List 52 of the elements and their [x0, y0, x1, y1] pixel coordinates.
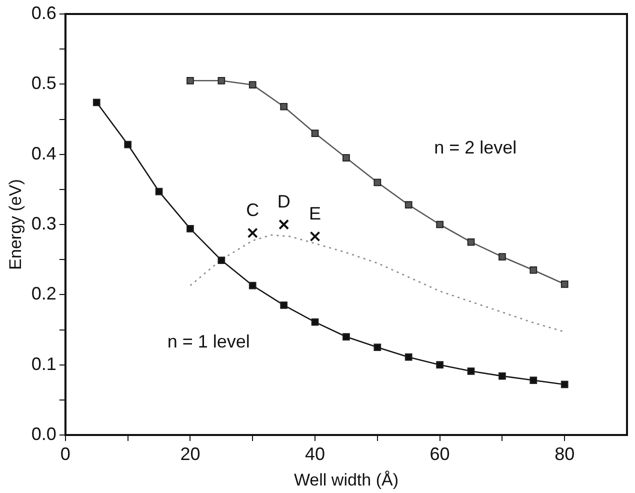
point	[530, 266, 538, 274]
point	[560, 380, 568, 388]
point	[280, 102, 288, 110]
point	[92, 98, 100, 106]
x-tick-label: 80	[554, 444, 575, 464]
annotation: D	[277, 191, 290, 212]
text: 0.0	[31, 424, 56, 444]
point	[248, 282, 256, 290]
point	[248, 81, 256, 89]
point	[374, 344, 382, 351]
point	[186, 76, 194, 84]
annotation: C	[246, 200, 260, 220]
point	[278, 219, 290, 230]
annotation: n = 2 level	[434, 138, 517, 158]
point	[498, 372, 506, 380]
point	[310, 231, 320, 242]
point	[436, 361, 444, 369]
point	[186, 225, 194, 232]
y-tick-label: 0.5	[31, 73, 56, 94]
y-axis-title: Energy (eV)	[6, 179, 25, 270]
y-tick-label: 0.2	[31, 284, 56, 304]
point	[218, 256, 226, 264]
point	[342, 154, 350, 162]
x-tick-label: 40	[304, 444, 326, 464]
point	[530, 376, 538, 384]
point	[404, 201, 412, 209]
point	[436, 220, 444, 228]
point	[155, 188, 163, 196]
x-axis-title: Well width (Å)	[294, 470, 398, 490]
x-tick-label: 60	[430, 444, 450, 464]
point	[311, 130, 319, 137]
y-tick-label: 0.3	[31, 213, 56, 234]
point	[498, 253, 506, 260]
x-tick-label: 0	[60, 444, 70, 464]
point	[404, 353, 412, 361]
point	[467, 238, 475, 246]
point	[280, 302, 288, 309]
point	[218, 76, 226, 84]
point	[560, 280, 568, 288]
y-tick-label: 0.4	[31, 143, 56, 164]
y-tick-label: 0.6	[31, 2, 56, 23]
point	[247, 228, 258, 238]
annotation: E	[309, 203, 322, 224]
point	[374, 178, 382, 186]
annotation: n = 1 level	[167, 331, 250, 352]
point	[467, 367, 475, 375]
y-tick-label: 0.1	[31, 354, 56, 374]
x-tick-label: 20	[180, 444, 200, 464]
point	[124, 140, 132, 148]
line-series	[190, 234, 566, 333]
point	[311, 318, 319, 326]
point	[342, 333, 350, 340]
